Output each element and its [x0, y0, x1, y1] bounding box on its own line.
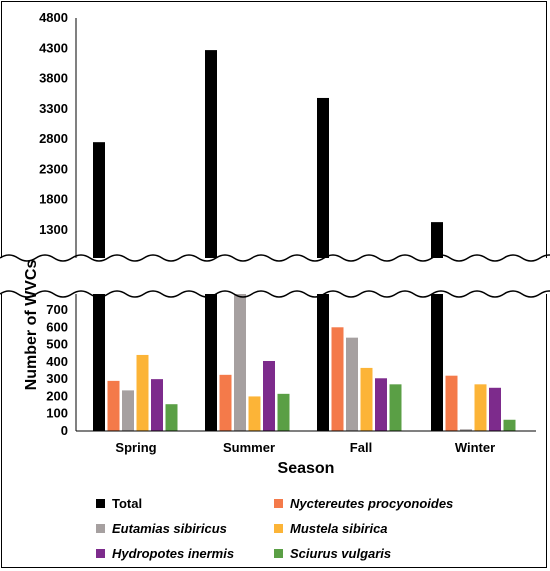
axis-break-line-upper — [0, 254, 550, 262]
x-tick-label: Winter — [455, 440, 495, 455]
bar-spring-hydropotes-inermis — [151, 379, 163, 431]
y-tick-label: 700 — [46, 302, 68, 317]
axis-break-band — [0, 258, 550, 294]
y-tick-label: 100 — [46, 406, 68, 421]
y-tick-label: 2800 — [39, 131, 68, 146]
bar-winter-nyctereutes-procyonoides — [445, 375, 458, 431]
legend-swatch — [274, 524, 283, 533]
x-tick-label: Fall — [350, 440, 372, 455]
y-tick-label: 4800 — [39, 10, 68, 25]
bar-winter-total — [431, 222, 443, 431]
bar-fall-mustela-sibirica — [360, 367, 373, 431]
y-tick-label: 400 — [46, 354, 68, 369]
axis-break-line-lower — [0, 290, 550, 298]
legend-label: Mustela sibirica — [290, 521, 388, 536]
legend-label: Hydropotes inermis — [112, 546, 235, 561]
bar-winter-mustela-sibirica — [474, 384, 487, 431]
legend-swatch — [274, 549, 283, 558]
y-tick-label: 1300 — [39, 222, 68, 237]
x-tick-label: Summer — [223, 440, 275, 455]
y-tick-label: 300 — [46, 371, 68, 386]
bar-spring-eutamias-sibiricus — [122, 390, 134, 431]
legend-item: Total — [96, 496, 142, 511]
legend-swatch — [96, 499, 105, 508]
bar-winter-hydropotes-inermis — [489, 387, 501, 431]
legend-item: Mustela sibirica — [274, 521, 388, 536]
legend-item: Nyctereutes procyonoides — [274, 496, 453, 511]
y-axis-title: Number of WVCs — [23, 260, 40, 391]
bar-summer-hydropotes-inermis — [263, 360, 275, 431]
y-tick-label: 3800 — [39, 71, 68, 86]
y-tick-label: 2300 — [39, 161, 68, 176]
y-tick-label: 1800 — [39, 192, 68, 207]
bar-summer-total — [205, 50, 217, 432]
y-tick-label: 600 — [46, 319, 68, 334]
y-tick-label: 4300 — [39, 40, 68, 55]
bar-fall-eutamias-sibiricus — [346, 337, 358, 431]
y-tick-label: 3300 — [39, 101, 68, 116]
legend-item: Sciurus vulgaris — [274, 546, 391, 561]
legend-swatch — [96, 524, 105, 533]
bar-fall-sciurus-vulgaris — [389, 384, 402, 431]
x-tick-label: Spring — [115, 440, 156, 455]
bar-summer-nyctereutes-procyonoides — [219, 374, 232, 431]
bar-winter-sciurus-vulgaris — [503, 419, 516, 431]
y-tick-label: 200 — [46, 388, 68, 403]
legend-swatch — [274, 499, 283, 508]
bar-winter-eutamias-sibiricus — [460, 429, 472, 431]
bar-spring-nyctereutes-procyonoides — [107, 380, 120, 431]
legend-swatch — [96, 549, 105, 558]
y-tick-label: 0 — [61, 423, 68, 438]
legend-label: Eutamias sibiricus — [112, 521, 227, 536]
legend-label: Total — [112, 496, 143, 511]
bar-summer-sciurus-vulgaris — [277, 393, 290, 431]
bar-spring-mustela-sibirica — [136, 354, 149, 431]
bar-summer-mustela-sibirica — [248, 396, 261, 431]
bar-summer-eutamias-sibiricus — [234, 263, 246, 431]
bar-spring-sciurus-vulgaris — [165, 404, 178, 431]
legend-item: Eutamias sibiricus — [96, 521, 227, 536]
legend-item: Hydropotes inermis — [96, 546, 234, 561]
legend-label: Nyctereutes procyonoides — [290, 496, 454, 511]
bar-fall-nyctereutes-procyonoides — [331, 327, 344, 431]
x-axis-title: Season — [278, 460, 335, 477]
bar-fall-hydropotes-inermis — [375, 378, 387, 431]
legend-label: Sciurus vulgaris — [290, 546, 392, 561]
y-tick-label: 500 — [46, 337, 68, 352]
